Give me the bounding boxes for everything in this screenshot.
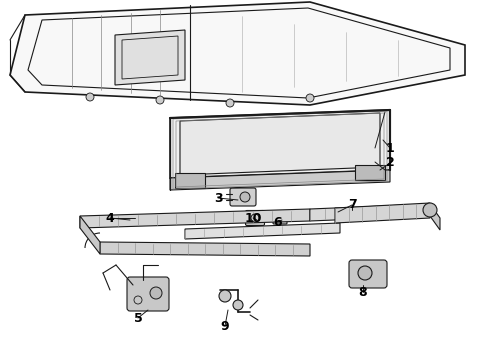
Circle shape: [156, 96, 164, 104]
Polygon shape: [180, 113, 380, 175]
Circle shape: [423, 203, 437, 217]
Circle shape: [240, 192, 250, 202]
Polygon shape: [80, 209, 310, 228]
FancyBboxPatch shape: [245, 211, 265, 225]
Circle shape: [306, 94, 314, 102]
Text: 3: 3: [214, 192, 222, 204]
Polygon shape: [115, 30, 185, 85]
Text: 10: 10: [244, 211, 262, 225]
Polygon shape: [310, 204, 430, 221]
Polygon shape: [10, 2, 465, 105]
Polygon shape: [170, 110, 390, 178]
FancyBboxPatch shape: [127, 277, 169, 311]
Circle shape: [86, 93, 94, 101]
FancyBboxPatch shape: [230, 188, 256, 206]
Polygon shape: [175, 173, 205, 188]
Text: 8: 8: [359, 285, 368, 298]
Polygon shape: [335, 203, 430, 223]
Polygon shape: [170, 170, 390, 190]
Polygon shape: [355, 165, 385, 180]
FancyBboxPatch shape: [273, 212, 287, 224]
Circle shape: [219, 290, 231, 302]
Polygon shape: [430, 204, 440, 230]
Circle shape: [226, 99, 234, 107]
Text: 7: 7: [347, 198, 356, 211]
Polygon shape: [185, 223, 340, 239]
Circle shape: [150, 287, 162, 299]
Circle shape: [233, 300, 243, 310]
FancyBboxPatch shape: [349, 260, 387, 288]
Text: 9: 9: [220, 320, 229, 333]
Circle shape: [358, 266, 372, 280]
Text: 5: 5: [134, 311, 143, 324]
Text: 6: 6: [274, 216, 282, 229]
Text: 4: 4: [106, 211, 114, 225]
Text: 1: 1: [386, 141, 394, 154]
Text: 2: 2: [386, 157, 394, 170]
Polygon shape: [100, 242, 310, 256]
Polygon shape: [80, 216, 100, 254]
